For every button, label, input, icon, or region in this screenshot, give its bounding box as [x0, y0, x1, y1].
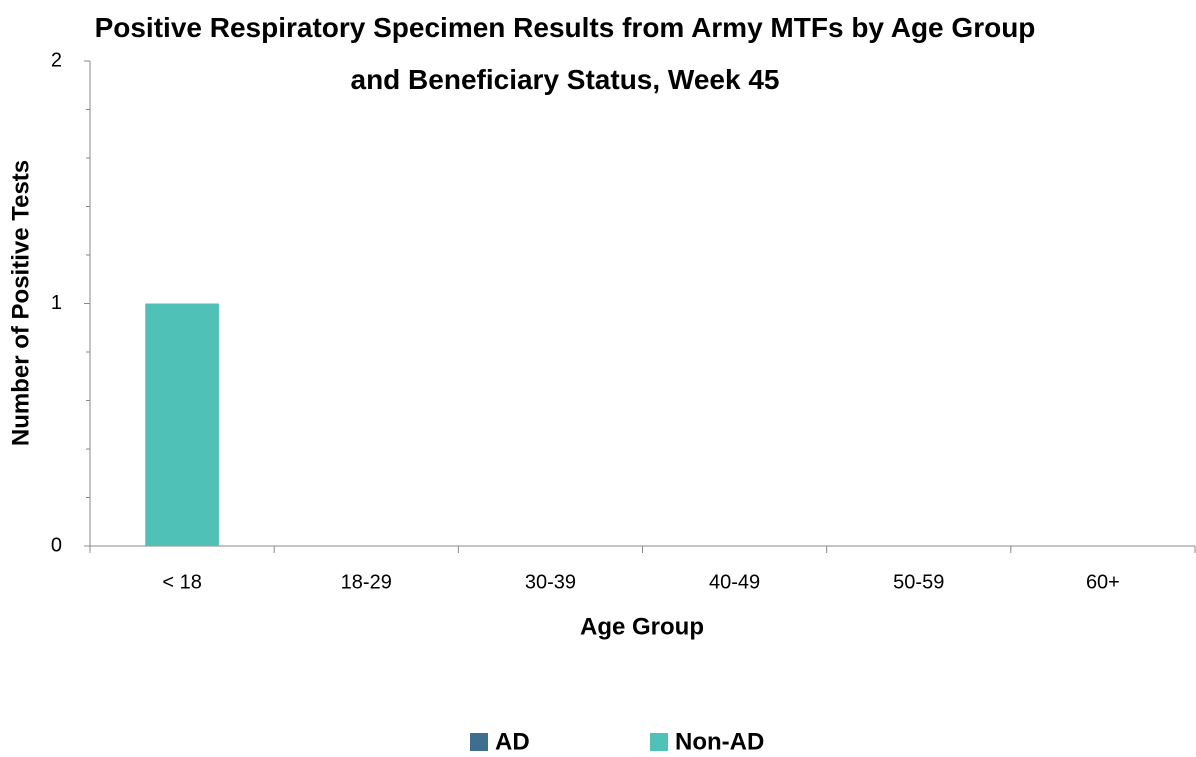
- legend-label: AD: [495, 728, 530, 755]
- x-tick-label: 50-59: [893, 571, 944, 593]
- legend-swatch: [470, 733, 488, 751]
- legend-label: Non-AD: [675, 728, 764, 755]
- y-tick-label: 2: [51, 49, 62, 71]
- y-axis-label: Number of Positive Tests: [7, 160, 34, 446]
- x-tick-label: 30-39: [525, 571, 576, 593]
- x-axis-label: Age Group: [580, 613, 704, 640]
- y-tick-label: 0: [51, 534, 62, 556]
- x-tick-label: 60+: [1086, 571, 1120, 593]
- y-tick-label: 1: [51, 292, 62, 314]
- x-tick-label: 40-49: [709, 571, 760, 593]
- legend-swatch: [650, 733, 668, 751]
- x-tick-label: 18-29: [341, 571, 392, 593]
- x-tick-label: < 18: [162, 571, 201, 593]
- chart-title: Positive Respiratory Specimen Results fr…: [94, 12, 1036, 95]
- bar: [145, 303, 219, 546]
